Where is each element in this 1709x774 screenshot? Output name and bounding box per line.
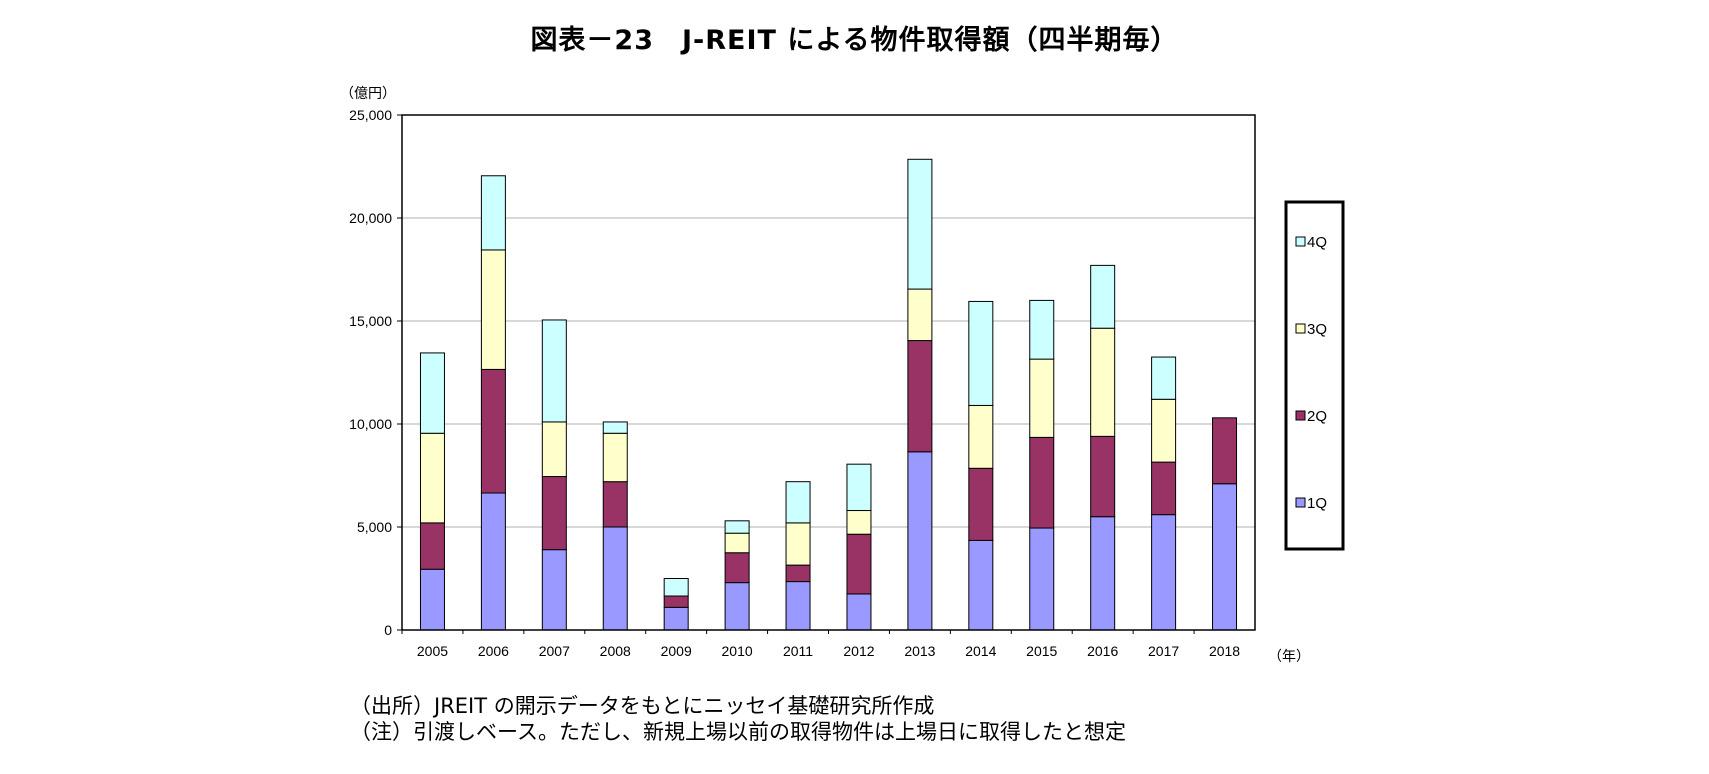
bar-2011-1Q (785, 581, 811, 631)
x-tick-label: 2016 (1087, 643, 1118, 659)
bar-2005-3Q (419, 432, 445, 524)
legend-label-3Q: 3Q (1307, 321, 1327, 338)
bar-2018-1Q (1212, 483, 1238, 631)
bar-2012-3Q (846, 510, 872, 535)
bar-2016-2Q (1090, 435, 1116, 518)
x-tick-label: 2011 (783, 643, 813, 659)
bar-2005-2Q (419, 522, 445, 570)
bar-2013-4Q (907, 158, 933, 290)
legend-swatch-3Q (1295, 323, 1306, 334)
bar-2008-2Q (602, 481, 628, 528)
bar-2010-2Q (724, 552, 750, 584)
bar-2014-3Q (968, 404, 994, 469)
bar-2008-1Q (602, 526, 628, 631)
y-axis-unit: （億円） (340, 86, 396, 102)
bar-2014-1Q (968, 539, 994, 631)
footnote: （注）引渡しベース。ただし、新規上場以前の取得物件は上場日に取得したと想定 (350, 720, 1126, 744)
x-tick-label: 2009 (661, 643, 692, 659)
bar-2007-1Q (541, 549, 567, 631)
bar-2016-4Q (1090, 264, 1116, 329)
bar-2010-4Q (724, 520, 750, 534)
bar-2014-4Q (968, 300, 994, 406)
bar-2005-4Q (419, 352, 445, 434)
bar-2012-4Q (846, 463, 872, 512)
y-tick-label: 10,000 (349, 416, 392, 432)
bar-2017-3Q (1151, 398, 1177, 463)
bar-2005-1Q (419, 568, 445, 631)
bar-2010-1Q (724, 582, 750, 631)
bar-2006-3Q (480, 249, 506, 370)
bar-2010-3Q (724, 532, 750, 554)
y-tick-label: 15,000 (349, 313, 392, 329)
bar-2006-1Q (480, 492, 506, 631)
x-tick-label: 2015 (1026, 643, 1057, 659)
bar-2011-2Q (785, 564, 811, 583)
legend-box (1284, 200, 1345, 551)
x-tick-label: 2007 (539, 643, 570, 659)
bar-2008-4Q (602, 421, 628, 434)
x-tick-label: 2017 (1148, 643, 1179, 659)
bar-2017-4Q (1151, 356, 1177, 400)
bar-2018-2Q (1212, 417, 1238, 485)
plot-area-frame (401, 114, 1256, 631)
bar-2015-3Q (1029, 358, 1055, 438)
x-axis-ticks: 2005 2006 2007 2008 2009 2010 2011 2012 2013 2014… (401, 630, 1240, 659)
x-tick-label: 2010 (722, 643, 753, 659)
x-tick-label: 2013 (904, 643, 935, 659)
chart-title: 図表－23 J-REIT による物件取得額（四半期毎） (530, 25, 1179, 56)
bar-2017-1Q (1151, 514, 1177, 631)
x-tick-label: 2018 (1209, 643, 1240, 659)
legend-swatch-1Q (1295, 497, 1306, 508)
bar-2009-4Q (663, 578, 689, 597)
bar-2006-4Q (480, 175, 506, 251)
legend-label-2Q: 2Q (1307, 408, 1327, 425)
legend: 4Q 3Q 2Q 1Q (1295, 234, 1327, 512)
legend-swatch-4Q (1295, 236, 1306, 247)
y-tick-label: 20,000 (349, 210, 392, 226)
bar-2012-2Q (846, 533, 872, 595)
bar-2015-2Q (1029, 436, 1055, 529)
x-tick-label: 2005 (417, 643, 448, 659)
bar-2011-4Q (785, 481, 811, 524)
bar-2007-4Q (541, 319, 567, 423)
bar-2009-1Q (663, 606, 689, 631)
bar-2007-2Q (541, 476, 567, 551)
bar-2014-2Q (968, 467, 994, 541)
bar-2006-2Q (480, 368, 506, 494)
bar-2016-1Q (1090, 516, 1116, 631)
y-tick-label: 0 (384, 622, 392, 638)
x-axis-unit: （年） (1268, 649, 1310, 665)
x-tick-label: 2006 (478, 643, 509, 659)
bar-2008-3Q (602, 432, 628, 483)
x-tick-label: 2012 (843, 643, 874, 659)
bar-2015-4Q (1029, 299, 1055, 360)
bar-2012-1Q (846, 593, 872, 631)
x-tick-label: 2008 (600, 643, 631, 659)
legend-label-4Q: 4Q (1307, 234, 1327, 251)
bar-2009-2Q (663, 595, 689, 608)
bar-2007-3Q (541, 421, 567, 478)
source-note: （出所）JREIT の開示データをもとにニッセイ基礎研究所作成 (350, 694, 935, 718)
gridlines (402, 217, 1255, 528)
bar-2017-2Q (1151, 461, 1177, 516)
bar-2013-2Q (907, 340, 933, 453)
y-tick-label: 25,000 (349, 107, 392, 123)
bar-2015-1Q (1029, 527, 1055, 631)
bar-2013-1Q (907, 451, 933, 631)
bar-2013-3Q (907, 288, 933, 342)
y-axis-ticks: 0 5,000 10,000 15,000 20,000 25,000 (349, 107, 402, 638)
legend-label-1Q: 1Q (1307, 495, 1327, 512)
bar-2016-3Q (1090, 327, 1116, 437)
legend-swatch-2Q (1295, 410, 1306, 421)
bar-2011-3Q (785, 522, 811, 566)
x-tick-label: 2014 (965, 643, 996, 659)
y-tick-label: 5,000 (357, 519, 392, 535)
notes: （出所）JREIT の開示データをもとにニッセイ基礎研究所作成 （注）引渡しベー… (350, 693, 1126, 745)
bars (419, 158, 1238, 631)
